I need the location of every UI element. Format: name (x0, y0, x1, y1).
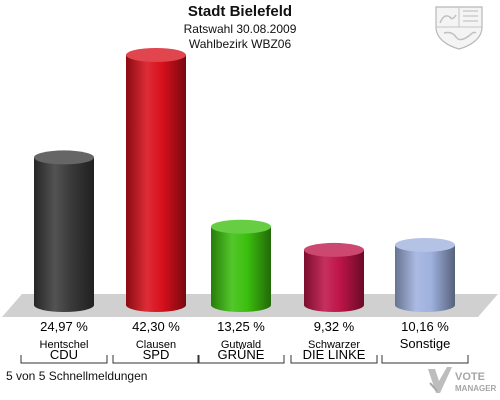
district-label: Wahlbezirk WBZ06 (188, 37, 292, 51)
nrw-coat-of-arms-icon (435, 6, 483, 50)
party-label: GRÜNE (218, 347, 265, 362)
logo-text-vote: VOTE (455, 371, 485, 383)
bar-sonstige (395, 244, 455, 312)
chart-title: Stadt Bielefeld (187, 3, 293, 20)
category-bracket (381, 355, 469, 364)
category-bracket (20, 355, 108, 364)
election-date: Ratswahl 30.08.2009 (183, 22, 297, 36)
value-label: 9,32 % (314, 319, 355, 334)
reports-status: 5 von 5 Schnellmeldungen (6, 369, 148, 383)
party-label: DIE LINKE (303, 347, 366, 362)
category-bracket (290, 355, 378, 364)
bar-top-sonstige (395, 237, 455, 252)
party-label: SPD (143, 347, 170, 362)
bar-top-gr-ne (211, 219, 271, 234)
value-label: 42,30 % (132, 319, 180, 334)
party-label: Sonstige (400, 336, 451, 351)
category-bracket (197, 355, 285, 364)
bar-top-spd (126, 48, 186, 62)
value-label: 24,97 % (40, 319, 88, 334)
value-label: 13,25 % (217, 319, 265, 334)
candidate-label: Hentschel (40, 339, 89, 351)
category-bracket (112, 355, 200, 364)
bar-cdu (34, 157, 94, 312)
bar-die-linke (304, 249, 364, 312)
party-label: CDU (50, 347, 78, 362)
candidate-label: Schwarzer (308, 339, 360, 351)
bar-top-cdu (34, 150, 94, 165)
logo-text-manager: MANAGER (455, 384, 497, 393)
bar-top-die-linke (304, 242, 364, 257)
bar-gr-ne (211, 226, 271, 312)
vote-manager-logo-icon: VOTE MANAGER (428, 367, 497, 393)
value-label: 10,16 % (401, 319, 449, 334)
candidate-label: Clausen (136, 339, 176, 351)
bar-spd (126, 55, 186, 312)
candidate-label: Gutwald (221, 339, 261, 351)
